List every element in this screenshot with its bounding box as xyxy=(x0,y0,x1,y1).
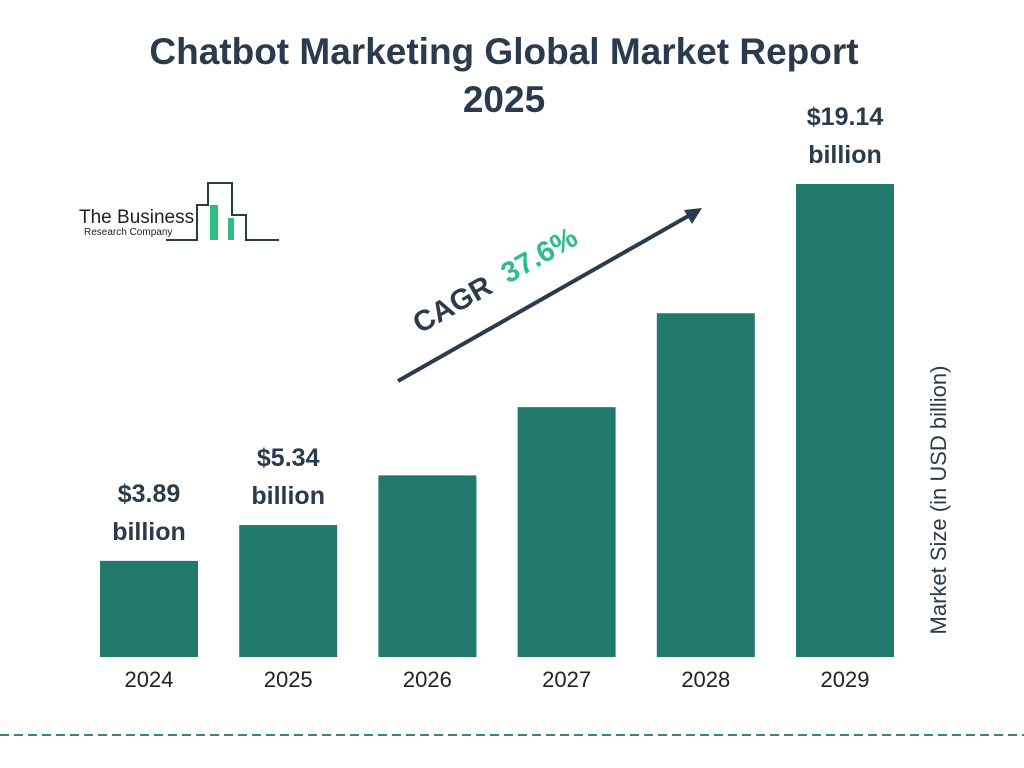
x-tick-label: 2029 xyxy=(821,667,870,692)
bar xyxy=(517,407,616,657)
x-tick-label: 2025 xyxy=(264,667,313,692)
x-tick-label: 2028 xyxy=(681,667,730,692)
cagr-value: 37.6% xyxy=(496,221,583,290)
bar xyxy=(100,560,198,657)
logo-outline xyxy=(166,182,279,241)
logo-bar xyxy=(210,205,218,240)
logo: The Business Research Company xyxy=(79,182,279,241)
logo-text: The Business xyxy=(79,207,194,228)
bar xyxy=(656,313,755,657)
bar xyxy=(378,475,477,657)
bar xyxy=(796,184,894,657)
chart-title: Chatbot Marketing Global Market Report 2… xyxy=(149,31,859,120)
y-axis-title: Market Size (in USD billion) xyxy=(926,366,951,635)
cagr-label: CAGR xyxy=(408,270,498,340)
x-tick-label: 2027 xyxy=(542,667,591,692)
value-label: $5.34 billion xyxy=(251,444,325,511)
arrow-head xyxy=(684,208,702,224)
x-tick-label: 2026 xyxy=(403,667,452,692)
bar xyxy=(239,525,338,657)
logo-bar xyxy=(228,218,234,240)
cagr-arrow xyxy=(397,213,691,383)
x-tick-label: 2024 xyxy=(125,667,174,692)
value-label: $19.14 billion xyxy=(806,103,884,169)
value-label: $3.89 billion xyxy=(112,479,186,546)
logo-subtext: Research Company xyxy=(84,227,172,238)
cagr-annotation: CAGR 37.6% xyxy=(408,221,584,340)
